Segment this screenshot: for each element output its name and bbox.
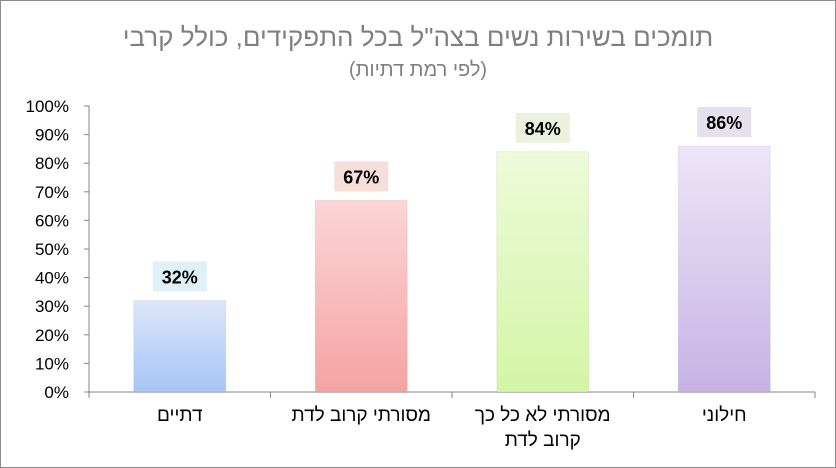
category-label: מסורתי לא כל כך [475, 405, 611, 426]
category-label: קרוב לדת [505, 430, 581, 451]
value-label: 86% [706, 113, 742, 133]
category-label: מסורתי קרוב לדת [292, 405, 431, 426]
category-label: חילוני [702, 405, 747, 426]
y-tick-label: 60% [35, 211, 69, 230]
y-tick-label: 20% [35, 326, 69, 345]
value-label: 84% [525, 119, 561, 139]
y-tick-label: 10% [35, 354, 69, 373]
y-tick-label: 90% [35, 126, 69, 145]
value-label-box [152, 261, 207, 292]
bar [314, 199, 408, 393]
value-label-box [334, 161, 389, 192]
value-label: 67% [343, 167, 379, 187]
bar [677, 145, 771, 393]
value-label: 32% [162, 267, 198, 287]
value-label-box [697, 107, 752, 138]
y-tick-label: 30% [35, 297, 69, 316]
chart-subtitle: (לפי רמת דתיות) [349, 59, 487, 81]
bar [496, 151, 590, 393]
plot-area: 0% 10% 20% 30% 40% 50% 60% 70% 80% 90% 100% 32% דתיי… [26, 97, 816, 451]
y-tick-label: 40% [35, 269, 69, 288]
value-label-box [515, 112, 570, 143]
chart-title: תומכים בשירות נשים בצה"ל בכל התפקידים, כ… [123, 22, 713, 52]
y-tick-label: 80% [35, 154, 69, 173]
y-tick-label: 100% [26, 97, 69, 116]
y-tick-label: 0% [44, 383, 69, 402]
y-tick-label: 50% [35, 240, 69, 259]
category-label: דתיים [157, 405, 203, 426]
bar [133, 299, 227, 393]
y-tick-label: 70% [35, 183, 69, 202]
